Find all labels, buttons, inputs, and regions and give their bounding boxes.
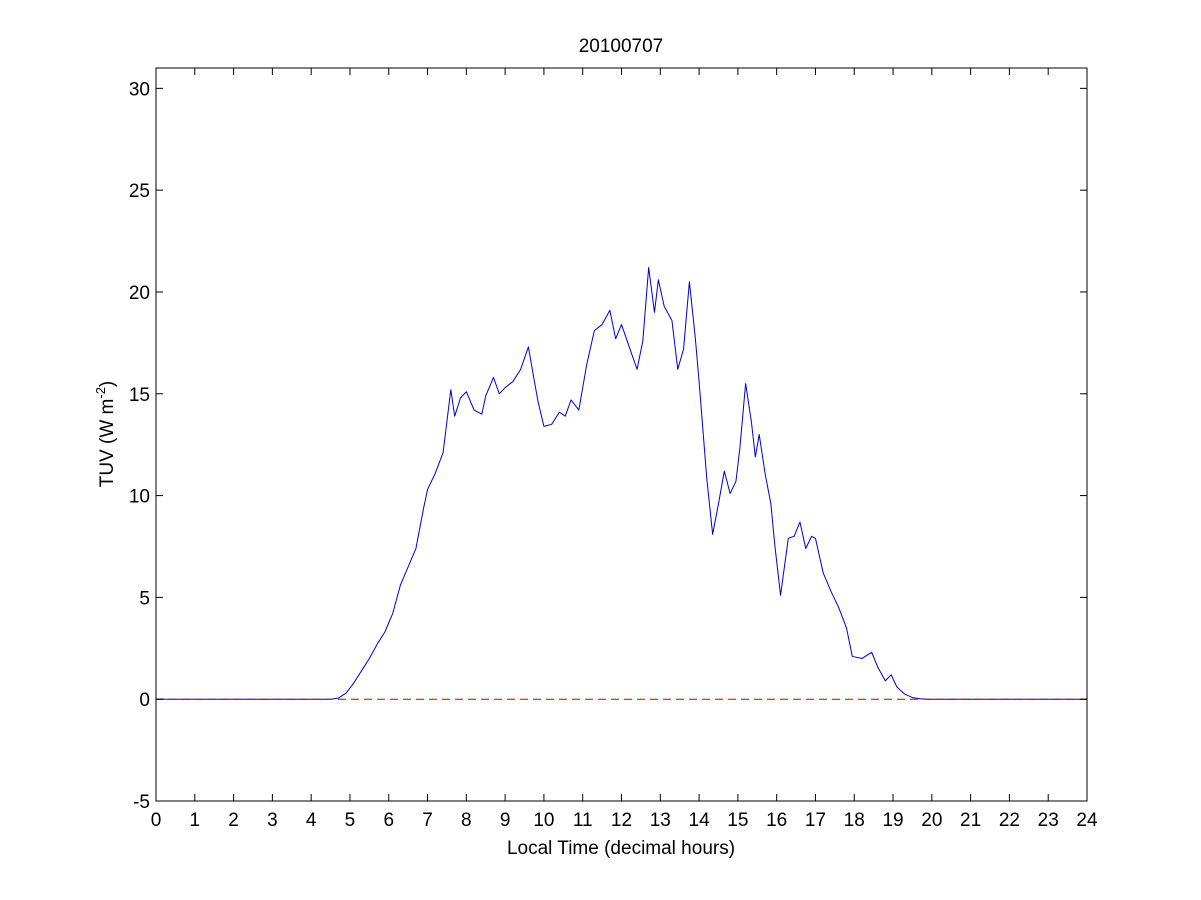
- series-line-0: [156, 267, 1087, 700]
- x-tick-label: 2: [228, 810, 239, 831]
- x-tick-label: 13: [650, 810, 671, 831]
- x-tick-label: 20: [921, 810, 942, 831]
- x-tick-label: 14: [689, 810, 711, 831]
- ticks-layer: [155, 68, 1088, 802]
- x-axis-label: Local Time (decimal hours): [507, 838, 735, 859]
- x-tick-label: 24: [1076, 810, 1098, 831]
- x-tick-label: 17: [805, 810, 826, 831]
- x-tick-label: 9: [500, 810, 511, 831]
- x-tick-label: 4: [306, 810, 317, 831]
- x-tick-label: 23: [1038, 810, 1059, 831]
- x-tick-label: 3: [267, 810, 278, 831]
- y-tick-label: 5: [139, 588, 150, 609]
- y-tick-label: -5: [133, 792, 150, 813]
- x-tick-label: 1: [190, 810, 201, 831]
- tick-labels-layer: 0 1 2 3 4 5 6 7 8 9 10 11 12 13 14 15 16 17 18 19 20 21 22 23 24…: [129, 79, 1098, 831]
- x-tick-label: 18: [844, 810, 865, 831]
- y-axis-label-superscript: -2: [93, 387, 108, 399]
- x-tick-label: 8: [461, 810, 472, 831]
- x-tick-label: 6: [383, 810, 394, 831]
- y-axis-label: TUV (W m-2): [93, 381, 118, 488]
- y-tick-label: 15: [129, 385, 150, 406]
- series-layer: [156, 267, 1087, 700]
- x-tick-label: 22: [999, 810, 1020, 831]
- x-tick-label: 5: [345, 810, 356, 831]
- x-tick-label: 21: [960, 810, 981, 831]
- y-tick-label: 0: [139, 690, 150, 711]
- x-tick-label: 15: [727, 810, 748, 831]
- y-axis-label-base: TUV (W m: [97, 399, 118, 488]
- x-tick-label: 7: [422, 810, 433, 831]
- y-axis-label-close: ): [97, 381, 118, 387]
- y-tick-label: 20: [129, 283, 150, 304]
- plot-area: [156, 68, 1087, 801]
- y-tick-label: 10: [129, 487, 150, 508]
- y-tick-label: 25: [129, 181, 150, 202]
- x-tick-label: 12: [611, 810, 632, 831]
- x-tick-label: 10: [533, 810, 554, 831]
- y-tick-label: 30: [129, 79, 150, 100]
- x-tick-label: 19: [882, 810, 903, 831]
- chart-title: 20100707: [579, 36, 664, 57]
- x-tick-label: 0: [151, 810, 162, 831]
- x-tick-label: 11: [573, 810, 593, 831]
- x-tick-label: 16: [766, 810, 787, 831]
